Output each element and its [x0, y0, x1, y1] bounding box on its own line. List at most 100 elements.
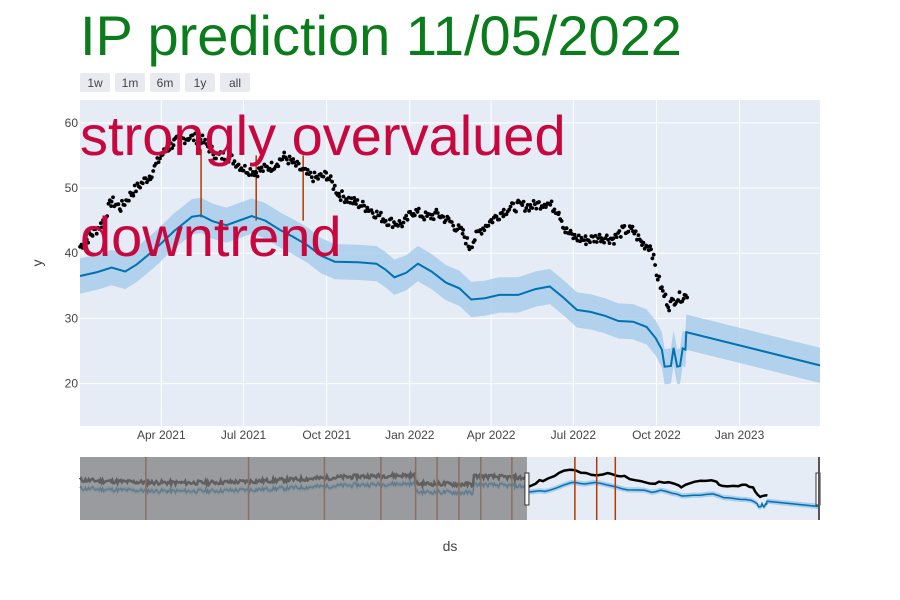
actual-data-point	[109, 199, 114, 204]
actual-data-point	[649, 247, 653, 252]
y-tick-label: 60	[65, 116, 79, 130]
actual-data-point	[611, 236, 616, 241]
y-tick-label: 30	[65, 311, 79, 325]
actual-data-point	[523, 209, 527, 213]
actual-data-point	[404, 213, 409, 218]
uncertainty-band-area	[80, 197, 820, 385]
actual-data-point	[666, 305, 671, 310]
actual-data-point	[626, 229, 631, 234]
actual-data-point	[374, 209, 379, 214]
x-tick-label: Apr 2022	[467, 428, 516, 442]
actual-data-point	[243, 163, 247, 168]
svg-text:1m: 1m	[122, 76, 139, 90]
actual-data-point	[633, 229, 638, 234]
actual-data-point	[390, 225, 395, 230]
actual-data-point	[389, 216, 394, 221]
actual-data-point	[494, 214, 499, 219]
uncertainty-band	[80, 197, 820, 385]
actual-data-point	[337, 194, 342, 199]
range-button-6m[interactable]: 6m	[150, 73, 180, 92]
y-tick-label: 40	[65, 246, 79, 260]
actual-data-point	[84, 237, 89, 242]
actual-data-point	[576, 233, 581, 238]
actual-data-point	[294, 164, 298, 168]
actual-data-point	[131, 193, 136, 198]
x-tick-labels: Apr 2021 Jul 2021 Oct 2021 Jan 2022 Apr 2022…	[137, 428, 765, 442]
actual-data-point	[392, 220, 396, 225]
actual-data-point	[373, 215, 378, 220]
range-button-1w[interactable]: 1w	[80, 73, 110, 92]
svg-text:1w: 1w	[87, 76, 103, 90]
actual-data-point	[456, 223, 461, 228]
x-tick-label: Jan 2022	[385, 428, 435, 442]
actual-data-point	[557, 210, 561, 215]
actual-data-point	[168, 141, 173, 146]
actual-data-point	[198, 137, 203, 142]
actual-data-point	[642, 246, 647, 251]
actual-data-point	[463, 241, 468, 246]
x-tick-label: Oct 2022	[632, 428, 681, 442]
actual-data-point	[482, 228, 487, 233]
actual-data-point	[514, 209, 518, 214]
actual-data-point	[520, 203, 525, 208]
actual-data-point	[415, 210, 420, 214]
actual-data-point	[460, 231, 465, 236]
svg-text:1y: 1y	[194, 76, 207, 90]
actual-data-point	[86, 240, 90, 245]
actual-data-point	[226, 159, 231, 164]
actual-data-point	[614, 235, 619, 240]
svg-text:all: all	[229, 76, 241, 90]
actual-data-point	[203, 137, 208, 142]
range-slider[interactable]	[79, 457, 821, 520]
actual-data-point	[111, 195, 115, 200]
actual-data-point	[140, 181, 145, 186]
actual-data-point	[269, 160, 274, 165]
actual-data-point	[118, 209, 123, 213]
actual-data-point	[451, 223, 456, 228]
actual-data-point	[618, 235, 623, 239]
actual-data-point	[524, 206, 529, 210]
actual-data-point	[229, 153, 234, 158]
actual-data-point	[311, 179, 315, 184]
actual-data-point	[490, 220, 495, 225]
actual-data-point	[584, 242, 588, 247]
actual-data-point	[338, 198, 343, 203]
actual-data-point	[291, 157, 296, 161]
actual-data-point	[537, 200, 541, 204]
actual-data-point	[588, 240, 592, 245]
actual-data-point	[446, 216, 451, 221]
range-button-1m[interactable]: 1m	[115, 73, 145, 92]
actual-data-point	[653, 263, 657, 267]
y-axis-title: y	[29, 260, 45, 267]
actual-data-point	[370, 211, 375, 215]
actual-data-point	[568, 228, 573, 233]
actual-data-point	[412, 213, 417, 218]
actual-data-point	[431, 217, 436, 222]
range-button-all[interactable]: all	[220, 73, 250, 92]
actual-data-point	[549, 199, 554, 204]
actual-data-point	[94, 231, 99, 236]
actual-data-point	[321, 174, 326, 179]
actual-data-point	[651, 252, 656, 257]
actual-data-point	[650, 256, 655, 261]
actual-data-point	[511, 201, 516, 206]
actual-data-point	[261, 169, 265, 174]
actual-data-point	[531, 199, 536, 203]
range-button-1y[interactable]: 1y	[185, 73, 215, 92]
actual-data-point	[132, 183, 137, 188]
y-tick-label: 20	[65, 377, 79, 391]
actual-data-point	[232, 159, 237, 164]
actual-data-point	[158, 156, 162, 161]
actual-data-point	[612, 242, 616, 246]
actual-data-point	[286, 161, 291, 166]
actual-data-point	[305, 168, 310, 172]
actual-data-point	[479, 231, 484, 236]
actual-data-point	[191, 138, 196, 143]
slider-handle-left[interactable]	[524, 472, 530, 506]
actual-data-point	[552, 207, 557, 212]
actual-data-point	[352, 196, 357, 200]
actual-data-point	[340, 189, 344, 194]
actual-data-point	[122, 203, 127, 208]
range-selector: 1w 1m 6m 1y all	[80, 73, 250, 92]
actual-data-point	[667, 308, 671, 313]
